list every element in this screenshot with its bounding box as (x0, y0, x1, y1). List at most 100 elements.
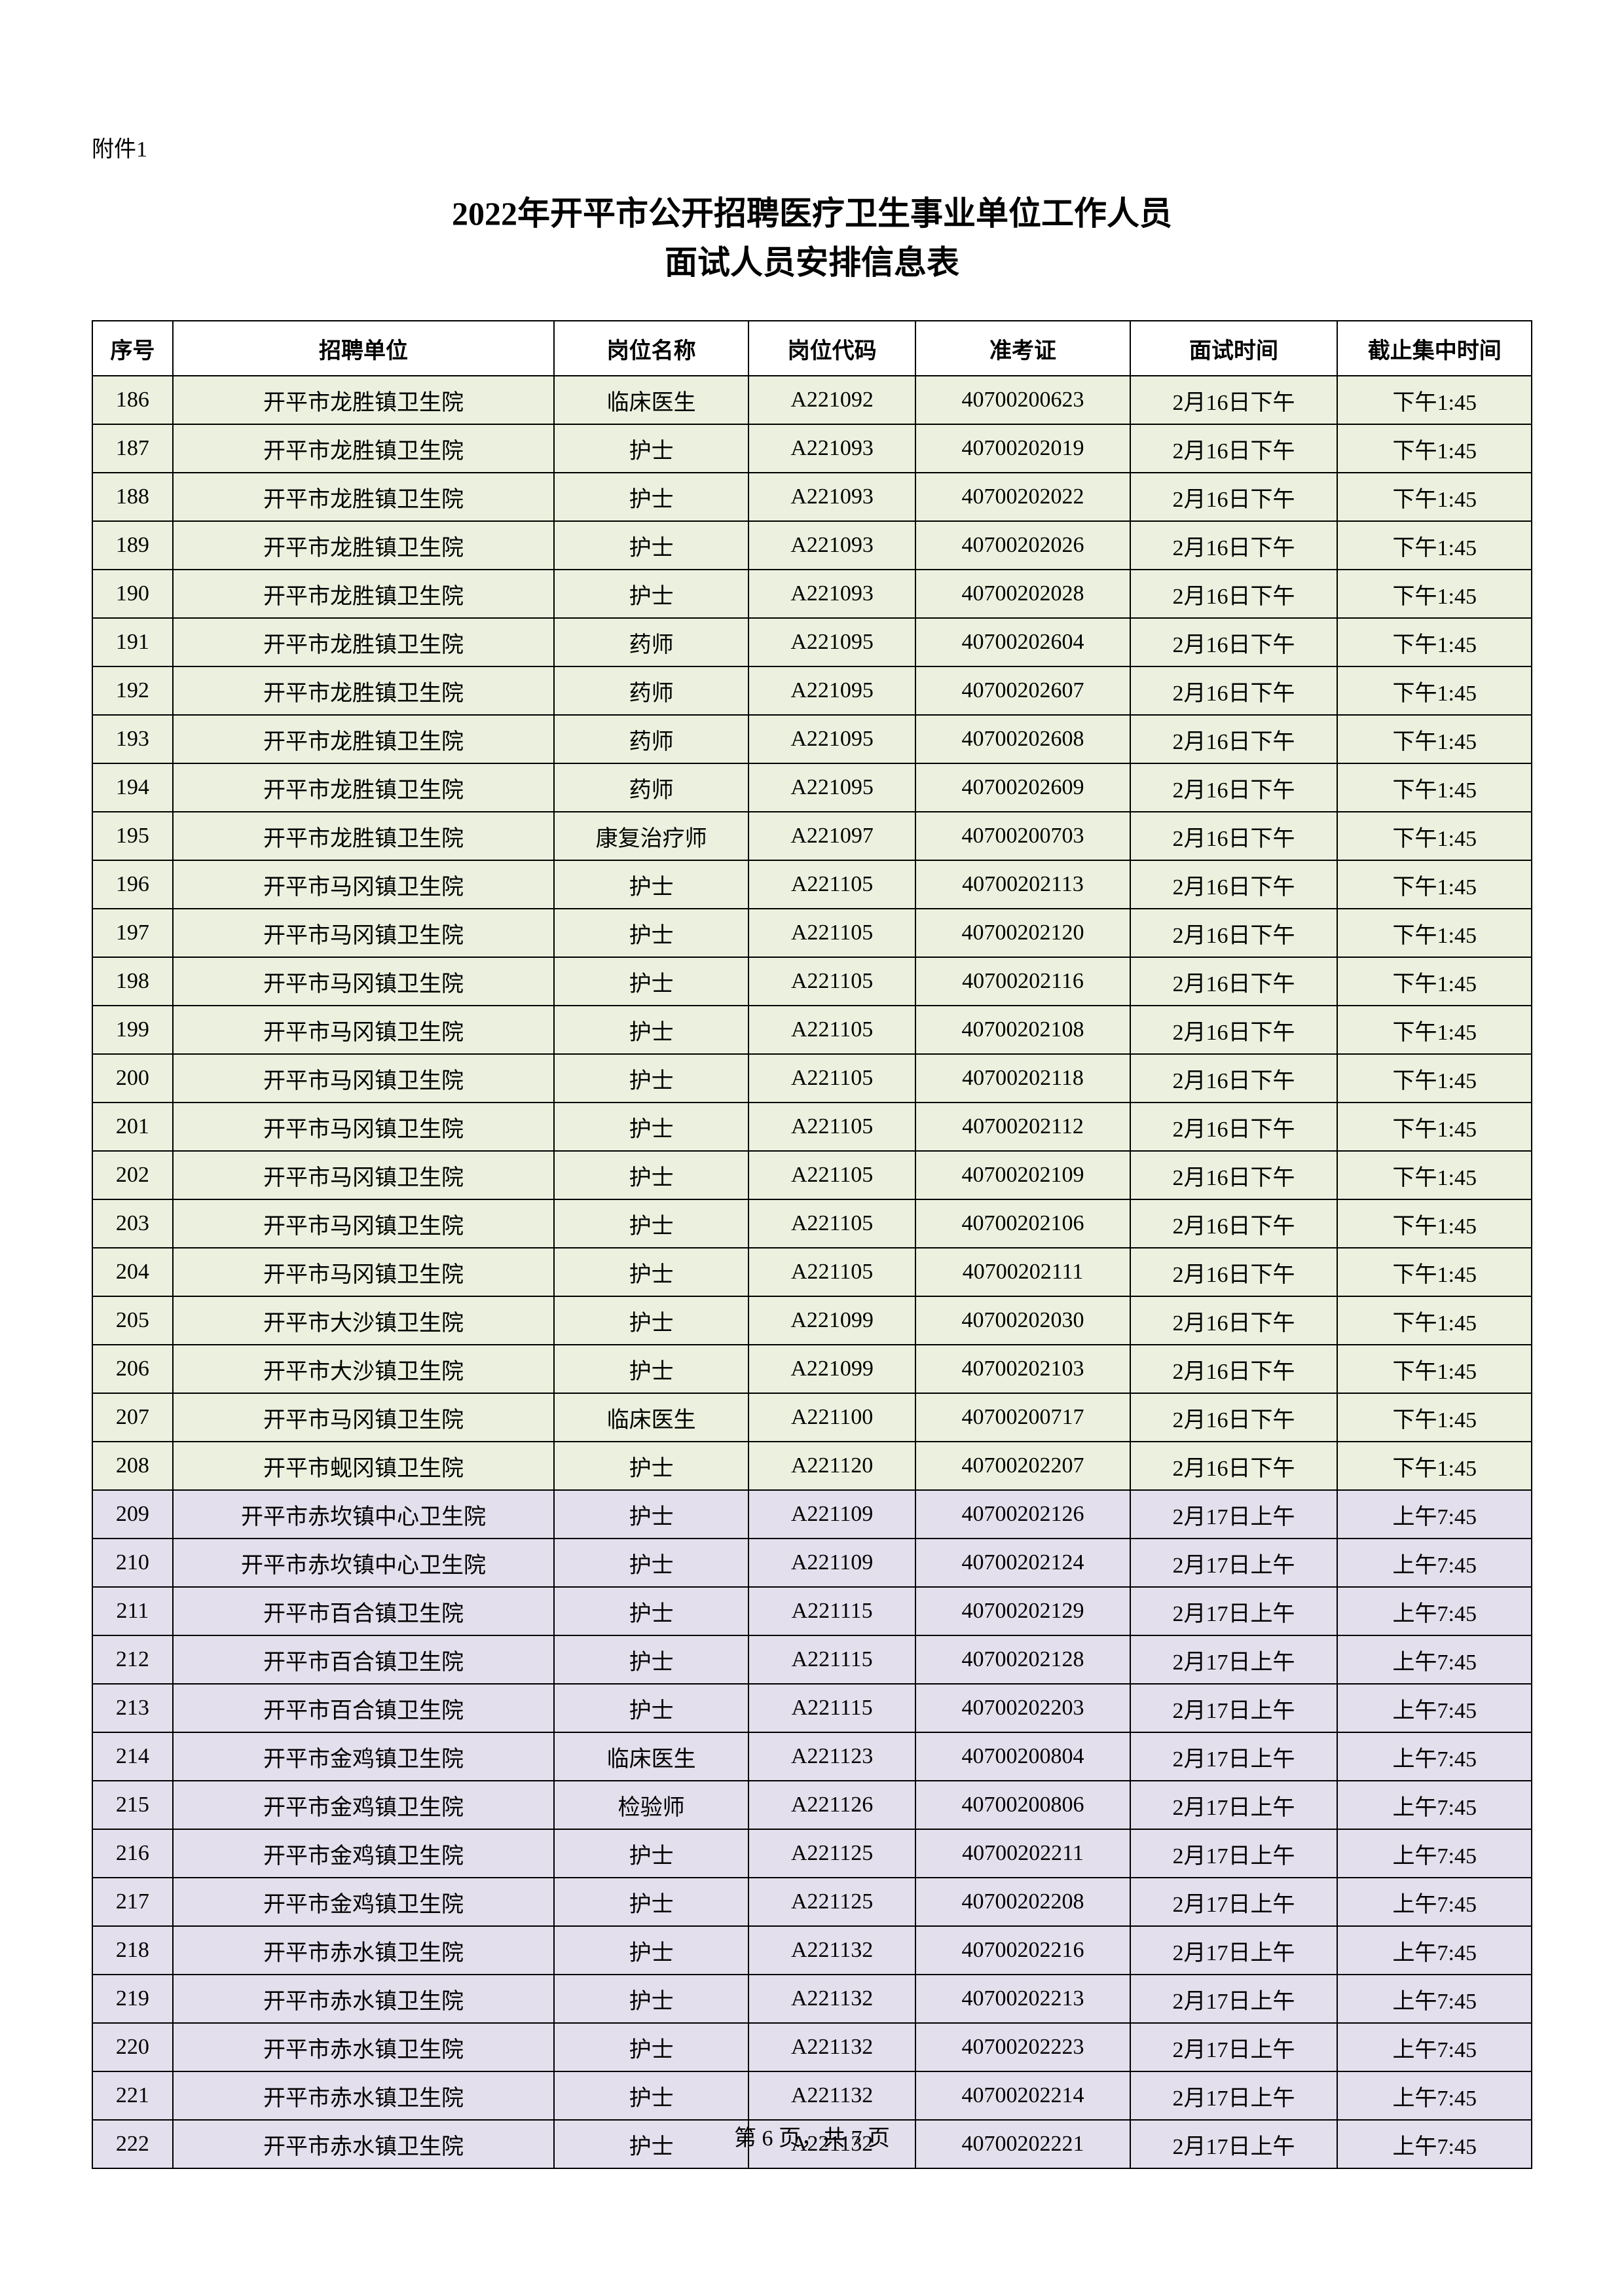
cell-deadline: 上午7:45 (1337, 1635, 1532, 1684)
cell-interview_time: 2月17日上午 (1130, 1684, 1338, 1732)
cell-code: A221115 (748, 1587, 916, 1635)
cell-deadline: 下午1:45 (1337, 521, 1532, 570)
cell-position: 护士 (554, 2071, 748, 2120)
cell-deadline: 上午7:45 (1337, 1878, 1532, 1926)
table-row: 217开平市金鸡镇卫生院护士A221125407002022082月17日上午上… (92, 1878, 1532, 1926)
cell-exam_no: 40700200806 (915, 1781, 1130, 1829)
cell-seq: 201 (92, 1102, 173, 1151)
cell-seq: 215 (92, 1781, 173, 1829)
schedule-table: 序号 招聘单位 岗位名称 岗位代码 准考证 面试时间 截止集中时间 186开平市… (92, 320, 1532, 2169)
cell-interview_time: 2月16日下午 (1130, 376, 1338, 424)
table-row: 204开平市马冈镇卫生院护士A221105407002021112月16日下午下… (92, 1248, 1532, 1296)
cell-exam_no: 40700202113 (915, 860, 1130, 909)
cell-interview_time: 2月17日上午 (1130, 1635, 1338, 1684)
table-row: 208开平市蚬冈镇卫生院护士A221120407002022072月16日下午下… (92, 1442, 1532, 1490)
cell-unit: 开平市龙胜镇卫生院 (173, 666, 555, 715)
cell-seq: 196 (92, 860, 173, 909)
table-row: 193开平市龙胜镇卫生院药师A221095407002026082月16日下午下… (92, 715, 1532, 763)
cell-code: A221132 (748, 1926, 916, 1975)
cell-seq: 204 (92, 1248, 173, 1296)
cell-deadline: 上午7:45 (1337, 2023, 1532, 2071)
col-header-exam: 准考证 (915, 321, 1130, 376)
cell-seq: 216 (92, 1829, 173, 1878)
cell-position: 护士 (554, 1102, 748, 1151)
table-row: 211开平市百合镇卫生院护士A221115407002021292月17日上午上… (92, 1587, 1532, 1635)
cell-exam_no: 40700202108 (915, 1006, 1130, 1054)
cell-deadline: 下午1:45 (1337, 424, 1532, 473)
cell-exam_no: 40700202211 (915, 1829, 1130, 1878)
cell-unit: 开平市龙胜镇卫生院 (173, 376, 555, 424)
table-row: 218开平市赤水镇卫生院护士A221132407002022162月17日上午上… (92, 1926, 1532, 1975)
cell-code: A221105 (748, 1006, 916, 1054)
cell-exam_no: 40700202109 (915, 1151, 1130, 1199)
cell-exam_no: 40700202604 (915, 618, 1130, 666)
cell-seq: 211 (92, 1587, 173, 1635)
cell-interview_time: 2月17日上午 (1130, 1878, 1338, 1926)
cell-code: A221126 (748, 1781, 916, 1829)
table-row: 191开平市龙胜镇卫生院药师A221095407002026042月16日下午下… (92, 618, 1532, 666)
cell-deadline: 上午7:45 (1337, 1781, 1532, 1829)
table-row: 192开平市龙胜镇卫生院药师A221095407002026072月16日下午下… (92, 666, 1532, 715)
cell-code: A221125 (748, 1829, 916, 1878)
cell-unit: 开平市赤水镇卫生院 (173, 1926, 555, 1975)
cell-unit: 开平市大沙镇卫生院 (173, 1345, 555, 1393)
cell-seq: 198 (92, 957, 173, 1006)
page: 附件1 2022年开平市公开招聘医疗卫生事业单位工作人员 面试人员安排信息表 序… (0, 0, 1624, 2296)
cell-code: A221125 (748, 1878, 916, 1926)
cell-code: A221105 (748, 1199, 916, 1248)
cell-position: 护士 (554, 1345, 748, 1393)
cell-deadline: 下午1:45 (1337, 1393, 1532, 1442)
cell-deadline: 下午1:45 (1337, 957, 1532, 1006)
cell-seq: 219 (92, 1975, 173, 2023)
cell-unit: 开平市马冈镇卫生院 (173, 1393, 555, 1442)
cell-unit: 开平市马冈镇卫生院 (173, 1199, 555, 1248)
cell-code: A221105 (748, 860, 916, 909)
cell-seq: 210 (92, 1539, 173, 1587)
cell-unit: 开平市马冈镇卫生院 (173, 1102, 555, 1151)
cell-interview_time: 2月17日上午 (1130, 1587, 1338, 1635)
cell-interview_time: 2月16日下午 (1130, 1199, 1338, 1248)
title-line-1: 2022年开平市公开招聘医疗卫生事业单位工作人员 (92, 189, 1532, 238)
cell-seq: 202 (92, 1151, 173, 1199)
cell-position: 护士 (554, 1926, 748, 1975)
cell-exam_no: 40700200703 (915, 812, 1130, 860)
cell-exam_no: 40700202030 (915, 1296, 1130, 1345)
cell-interview_time: 2月16日下午 (1130, 763, 1338, 812)
cell-exam_no: 40700202028 (915, 570, 1130, 618)
table-body: 186开平市龙胜镇卫生院临床医生A221092407002006232月16日下… (92, 376, 1532, 2168)
cell-interview_time: 2月17日上午 (1130, 2071, 1338, 2120)
cell-code: A221097 (748, 812, 916, 860)
table-row: 197开平市马冈镇卫生院护士A221105407002021202月16日下午下… (92, 909, 1532, 957)
cell-exam_no: 40700202208 (915, 1878, 1130, 1926)
cell-unit: 开平市赤水镇卫生院 (173, 2023, 555, 2071)
cell-deadline: 上午7:45 (1337, 1587, 1532, 1635)
cell-deadline: 下午1:45 (1337, 1248, 1532, 1296)
cell-interview_time: 2月16日下午 (1130, 1296, 1338, 1345)
cell-position: 护士 (554, 1539, 748, 1587)
cell-code: A221092 (748, 376, 916, 424)
cell-code: A221109 (748, 1539, 916, 1587)
cell-unit: 开平市马冈镇卫生院 (173, 909, 555, 957)
cell-exam_no: 40700202213 (915, 1975, 1130, 2023)
cell-code: A221105 (748, 1054, 916, 1102)
cell-exam_no: 40700200717 (915, 1393, 1130, 1442)
col-header-position: 岗位名称 (554, 321, 748, 376)
cell-exam_no: 40700202019 (915, 424, 1130, 473)
cell-exam_no: 40700202116 (915, 957, 1130, 1006)
cell-position: 护士 (554, 1248, 748, 1296)
cell-interview_time: 2月17日上午 (1130, 2023, 1338, 2071)
table-row: 201开平市马冈镇卫生院护士A221105407002021122月16日下午下… (92, 1102, 1532, 1151)
cell-position: 护士 (554, 860, 748, 909)
cell-interview_time: 2月16日下午 (1130, 1006, 1338, 1054)
cell-position: 护士 (554, 1442, 748, 1490)
cell-code: A221105 (748, 1151, 916, 1199)
table-row: 219开平市赤水镇卫生院护士A221132407002022132月17日上午上… (92, 1975, 1532, 2023)
table-row: 206开平市大沙镇卫生院护士A221099407002021032月16日下午下… (92, 1345, 1532, 1393)
cell-exam_no: 40700202026 (915, 521, 1130, 570)
cell-exam_no: 40700202106 (915, 1199, 1130, 1248)
cell-interview_time: 2月16日下午 (1130, 1393, 1338, 1442)
cell-unit: 开平市金鸡镇卫生院 (173, 1781, 555, 1829)
table-row: 215开平市金鸡镇卫生院检验师A221126407002008062月17日上午… (92, 1781, 1532, 1829)
cell-code: A221123 (748, 1732, 916, 1781)
table-row: 216开平市金鸡镇卫生院护士A221125407002022112月17日上午上… (92, 1829, 1532, 1878)
